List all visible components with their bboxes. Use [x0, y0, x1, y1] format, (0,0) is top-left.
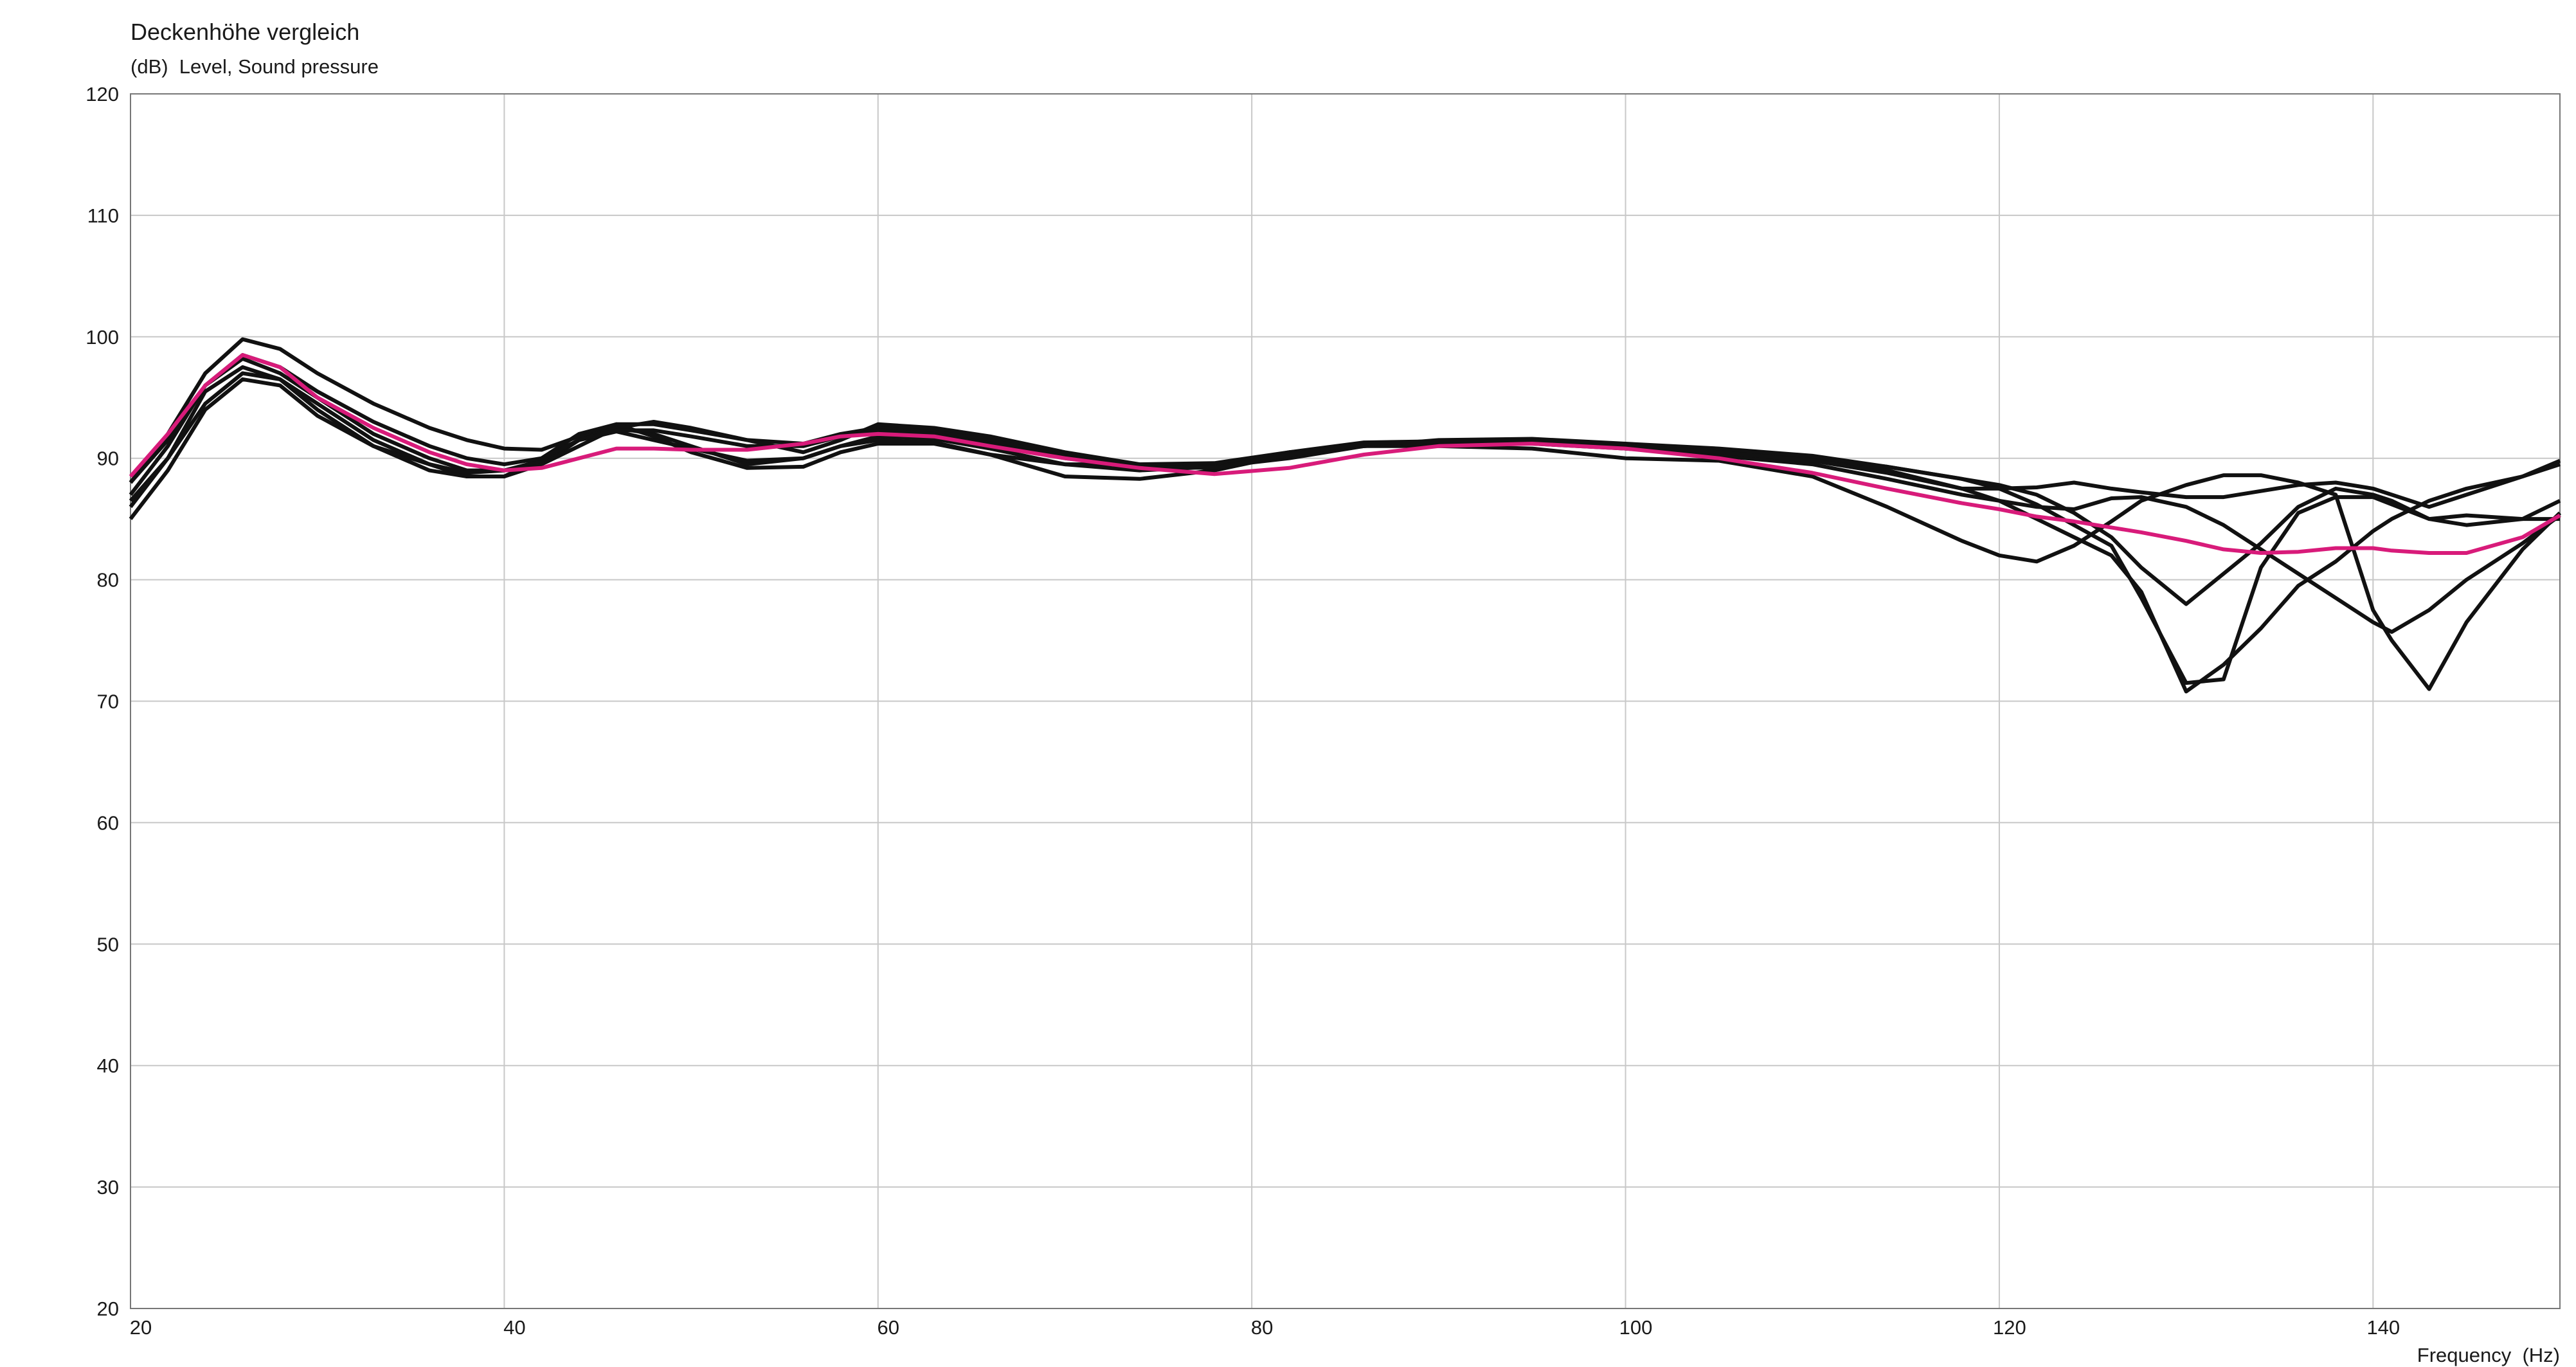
y-tick-label: 60 — [97, 811, 119, 834]
data-line — [129, 377, 2562, 691]
x-tick-label: 60 — [878, 1316, 899, 1339]
data-line — [129, 365, 2561, 685]
y-tick-label: 30 — [97, 1176, 119, 1199]
y-axis-label: (dB) Level, Sound pressure — [131, 55, 379, 78]
y-tick-label: 110 — [87, 204, 119, 227]
y-tick-label: 100 — [86, 326, 119, 349]
x-tick-label: 20 — [130, 1316, 152, 1339]
x-axis-label: Frequency (Hz) — [2417, 1344, 2560, 1366]
y-tick-label: 90 — [97, 448, 119, 470]
y-tick-label: 120 — [86, 83, 119, 105]
data-line — [129, 371, 2561, 634]
x-tick-label: 40 — [503, 1316, 525, 1339]
x-tick-label: 80 — [1251, 1316, 1273, 1339]
data-line — [129, 356, 2561, 694]
y-tick-label: 50 — [97, 933, 119, 955]
y-tick-label: 80 — [97, 569, 119, 592]
y-tick-label: 20 — [97, 1298, 119, 1320]
chart-title: Deckenhöhe vergleich — [131, 19, 359, 45]
y-tick-label: 40 — [97, 1055, 119, 1077]
plot-border — [130, 93, 2561, 1309]
y-tick-label: 70 — [97, 691, 119, 713]
x-tick-label: 120 — [1993, 1316, 2026, 1339]
data-line — [129, 353, 2561, 555]
x-tick-label: 140 — [2366, 1316, 2400, 1339]
x-tick-label: 100 — [1619, 1316, 1653, 1339]
data-line — [129, 353, 2561, 509]
